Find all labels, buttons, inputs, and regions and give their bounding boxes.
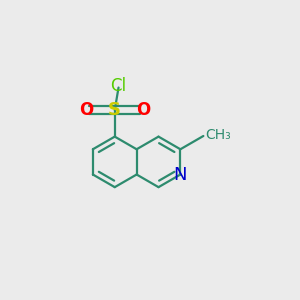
Text: O: O xyxy=(79,101,93,119)
Text: O: O xyxy=(136,101,151,119)
Text: N: N xyxy=(174,166,187,184)
Text: Cl: Cl xyxy=(110,77,127,95)
Text: CH₃: CH₃ xyxy=(206,128,232,142)
Text: S: S xyxy=(108,101,121,119)
